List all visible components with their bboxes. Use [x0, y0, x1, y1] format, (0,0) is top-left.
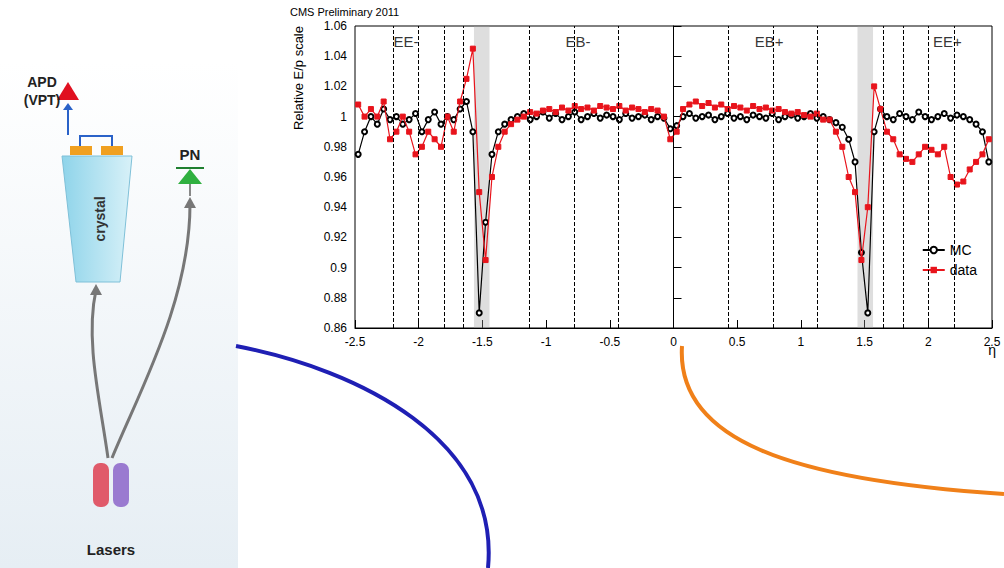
svg-text:2.5: 2.5: [984, 335, 1001, 349]
svg-text:-0.5: -0.5: [599, 335, 620, 349]
svg-text:1: 1: [798, 335, 805, 349]
svg-text:EE+: EE+: [933, 33, 962, 50]
svg-text:0.86: 0.86: [324, 321, 348, 335]
svg-text:0: 0: [670, 335, 677, 349]
svg-text:crystal: crystal: [92, 196, 108, 241]
svg-text:CMS Preliminary 2011: CMS Preliminary 2011: [290, 6, 399, 18]
svg-text:PN: PN: [180, 146, 201, 163]
svg-text:0.9: 0.9: [330, 261, 347, 275]
svg-text:0.5: 0.5: [729, 335, 746, 349]
svg-text:1: 1: [340, 110, 347, 124]
svg-text:-2: -2: [413, 335, 424, 349]
svg-text:(VPT): (VPT): [24, 92, 61, 108]
svg-text:APD: APD: [27, 74, 57, 90]
svg-text:-1.5: -1.5: [472, 335, 493, 349]
svg-text:1.02: 1.02: [324, 79, 348, 93]
svg-text:0.98: 0.98: [324, 140, 348, 154]
svg-text:0.88: 0.88: [324, 291, 348, 305]
svg-text:Relative E/p scale: Relative E/p scale: [291, 26, 306, 130]
svg-text:2: 2: [925, 335, 932, 349]
svg-text:0.96: 0.96: [324, 170, 348, 184]
svg-text:EB-: EB-: [565, 33, 590, 50]
svg-text:EB+: EB+: [755, 33, 784, 50]
svg-text:-2.5: -2.5: [345, 335, 366, 349]
svg-text:0.94: 0.94: [324, 200, 348, 214]
svg-text:Lasers: Lasers: [87, 541, 135, 558]
svg-text:data: data: [950, 262, 977, 278]
svg-text:EE-: EE-: [393, 33, 418, 50]
svg-text:1.5: 1.5: [856, 335, 873, 349]
svg-text:MC: MC: [950, 242, 972, 258]
svg-text:1.06: 1.06: [324, 19, 348, 33]
svg-text:η: η: [988, 342, 996, 358]
svg-text:0.92: 0.92: [324, 230, 348, 244]
svg-text:1.04: 1.04: [324, 49, 348, 63]
svg-text:-1: -1: [541, 335, 552, 349]
